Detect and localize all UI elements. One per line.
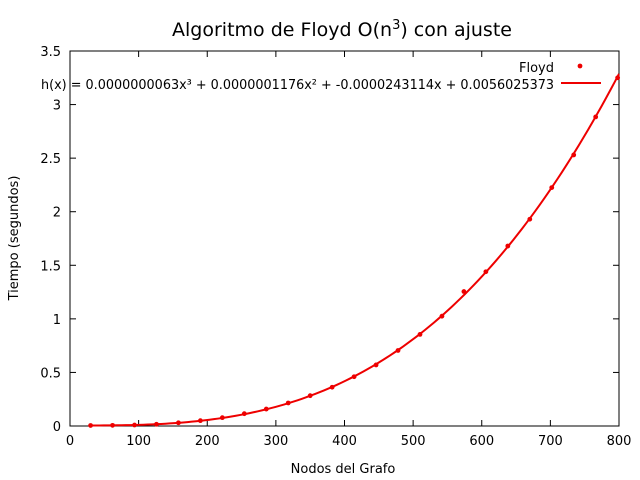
data-point xyxy=(307,393,313,399)
y-tick-labels: 0 0.5 1 1.5 2 2.5 3 3.5 xyxy=(40,45,61,435)
data-point xyxy=(417,331,423,337)
data-point xyxy=(571,152,577,158)
data-point xyxy=(88,423,93,428)
data-point xyxy=(154,421,159,427)
data-point xyxy=(615,75,621,81)
data-point xyxy=(527,216,533,222)
data-point xyxy=(395,348,401,353)
data-point xyxy=(285,400,291,406)
plot-frame xyxy=(69,50,620,427)
x-axis-label: Nodos del Grafo xyxy=(291,462,396,477)
x-tick-labels: 0 100 200 300 400 500 600 700 800 xyxy=(66,434,632,449)
data-point xyxy=(329,384,335,390)
data-point xyxy=(373,362,379,368)
x-tick-label: 100 xyxy=(126,434,151,449)
data-point xyxy=(110,422,115,428)
x-tick-label: 200 xyxy=(195,434,220,449)
x-tick-label: 700 xyxy=(538,434,563,449)
y-tick-label: 0.5 xyxy=(40,366,61,381)
data-point xyxy=(593,114,599,120)
legend: Floyd h(x) = 0.0000000063x³ + 0.00000011… xyxy=(41,61,601,93)
data-point xyxy=(263,406,269,412)
x-tick-label: 400 xyxy=(332,434,357,449)
y-axis-label: Tiempo (segundos) xyxy=(7,176,22,302)
chart-title-tail: ) con ajuste xyxy=(400,19,512,41)
x-tick-label: 800 xyxy=(607,434,632,449)
y-tick-label: 1.5 xyxy=(40,259,61,274)
data-point xyxy=(176,420,181,426)
data-point xyxy=(549,185,555,191)
x-tick-label: 600 xyxy=(469,434,494,449)
legend-label-floyd: Floyd xyxy=(519,61,554,76)
y-tick-label: 2 xyxy=(53,206,61,221)
data-point xyxy=(505,243,511,249)
data-point xyxy=(483,269,489,275)
y-tick-label: 0 xyxy=(53,420,61,435)
chart-title-superscript: 3 xyxy=(392,18,400,33)
y-tick-label: 2.5 xyxy=(40,152,61,167)
y-tick-label: 3 xyxy=(53,99,61,114)
legend-label-fit: h(x) = 0.0000000063x³ + 0.0000001176x² +… xyxy=(41,78,554,93)
data-point xyxy=(439,313,445,319)
chart-title: Algoritmo de Floyd O(n3) con ajuste xyxy=(172,18,512,41)
data-point xyxy=(351,374,357,380)
x-tick-label: 0 xyxy=(66,434,74,449)
data-point xyxy=(461,289,467,294)
data-point xyxy=(219,415,225,421)
data-point xyxy=(241,411,247,417)
y-tick-label: 1 xyxy=(53,313,61,328)
fit-curve-line xyxy=(90,73,620,427)
y-tick-label: 3.5 xyxy=(40,45,61,60)
floyd-data-points xyxy=(88,75,621,428)
data-point xyxy=(132,422,137,428)
axis-ticks xyxy=(69,50,620,427)
data-point xyxy=(197,418,203,424)
x-tick-label: 500 xyxy=(401,434,426,449)
x-tick-label: 300 xyxy=(263,434,288,449)
chart-title-main: Algoritmo de Floyd O(n xyxy=(172,19,392,41)
legend-marker-floyd xyxy=(577,63,583,69)
